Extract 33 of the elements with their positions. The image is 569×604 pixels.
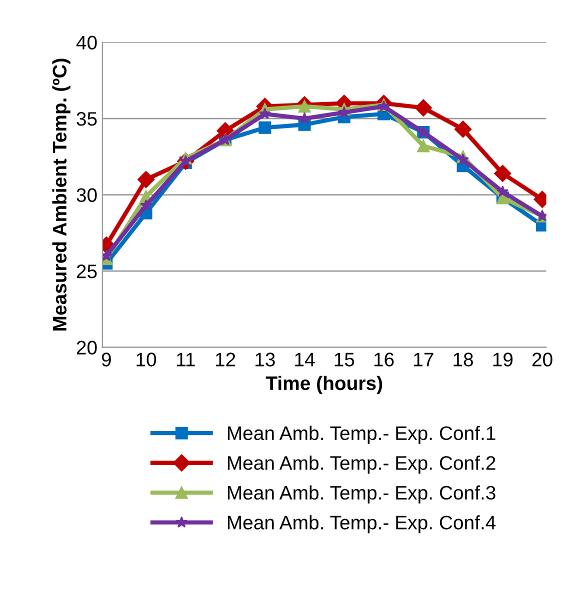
x-tick-label: 17 <box>414 352 434 366</box>
point <box>496 185 509 197</box>
legend-label: Mean Amb. Temp.- Exp. Conf.2 <box>228 456 496 474</box>
point <box>258 108 271 120</box>
y-tick-label: 20 <box>76 340 97 355</box>
legend-label: Mean Amb. Temp.- Exp. Conf.1 <box>228 426 496 444</box>
point <box>258 121 272 134</box>
point <box>140 199 152 211</box>
x-tick-label: 19 <box>493 352 513 366</box>
y-tick-label: 35 <box>76 112 97 126</box>
x-tick-label: 18 <box>454 352 473 366</box>
x-tick-label: 15 <box>334 352 354 366</box>
point <box>414 99 432 116</box>
point <box>137 170 155 188</box>
y-tick-label: 40 <box>76 36 97 50</box>
x-tick-label: 13 <box>256 352 275 366</box>
x-tick-label: 9 <box>102 352 111 366</box>
x-tick-label: 10 <box>136 352 156 366</box>
x-tick-label: 14 <box>295 352 315 366</box>
x-tick-label: 11 <box>177 352 195 366</box>
x-tick-label: 16 <box>374 352 394 366</box>
point <box>417 140 430 152</box>
x-tick-label: 20 <box>532 352 552 366</box>
point <box>494 164 512 182</box>
point <box>454 120 472 138</box>
legend-label: Mean Amb. Temp.- Exp. Conf.4 <box>228 515 496 534</box>
y-tick-label: 30 <box>76 188 97 202</box>
point <box>457 153 469 165</box>
y-tick-label: 25 <box>76 264 97 278</box>
legend-label: Mean Amb. Temp.- Exp. Conf.3 <box>228 485 496 504</box>
x-tick-label: 12 <box>216 352 236 366</box>
y-axis-title: Measured Ambient Temp. (ºC) <box>52 58 70 330</box>
x-axis-title: Time (hours) <box>266 376 382 394</box>
